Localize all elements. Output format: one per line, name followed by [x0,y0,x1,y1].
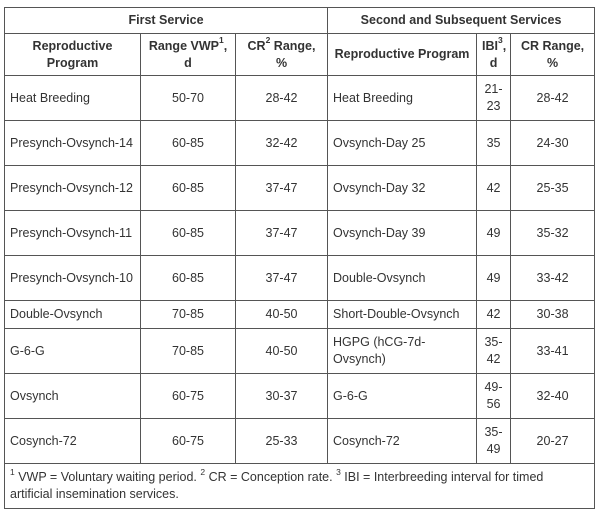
cell-ibi: 42 [476,165,512,211]
cell-program-first: Double-Ovsynch [4,300,141,329]
table-row: G-6-G 70-85 40-50 HGPG (hCG-7d-Ovsynch) … [4,328,596,374]
col-header-vwp: Range VWP1, d [140,33,236,76]
cell-vwp: 60-75 [140,418,236,464]
first-service-header: First Service [3,7,329,34]
table-row: Presynch-Ovsynch-10 60-85 37-47 Double-O… [4,255,596,301]
cell-program-second: Ovsynch-Day 25 [327,120,478,166]
cell-cr-second: 25-35 [510,165,596,211]
column-header-row: Reproductive Program Range VWP1, d CR2 R… [4,33,596,76]
cell-cr-first: 37-47 [234,165,329,211]
table-row: Ovsynch 60-75 30-37 G-6-G 49-56 32-40 [4,373,596,419]
reproductive-programs-table: First Service Second and Subsequent Serv… [3,7,596,509]
table-row: Cosynch-72 60-75 25-33 Cosynch-72 35-49 … [4,418,596,464]
cell-cr-second: 33-42 [510,255,596,301]
cell-cr-first: 40-50 [234,300,329,329]
cell-program-second: HGPG (hCG-7d-Ovsynch) [327,328,478,374]
cell-vwp: 60-75 [140,373,236,419]
cell-cr-second: 28-42 [510,75,596,121]
table-row: Presynch-Ovsynch-11 60-85 37-47 Ovsynch-… [4,210,596,256]
cell-program-second: Heat Breeding [327,75,478,121]
col-header-program-second: Reproductive Program [327,33,478,76]
table-row: Presynch-Ovsynch-12 60-85 37-47 Ovsynch-… [4,165,596,211]
cell-cr-first: 28-42 [234,75,329,121]
cell-program-second: Short-Double-Ovsynch [327,300,478,329]
second-service-header: Second and Subsequent Services [327,7,596,34]
cell-program-first: Presynch-Ovsynch-14 [4,120,141,166]
cell-ibi: 35 [476,120,512,166]
col-header-cr-first: CR2 Range, % [234,33,329,76]
cell-vwp: 60-85 [140,165,236,211]
table-row: Double-Ovsynch 70-85 40-50 Short-Double-… [4,300,596,329]
cell-cr-first: 32-42 [234,120,329,166]
table-body: Heat Breeding 50-70 28-42 Heat Breeding … [3,75,596,509]
cell-program-second: Ovsynch-Day 32 [327,165,478,211]
cell-vwp: 60-85 [140,210,236,256]
col-header-program-first: Reproductive Program [4,33,141,76]
cell-ibi: 42 [476,300,512,329]
table-row: Presynch-Ovsynch-14 60-85 32-42 Ovsynch-… [4,120,596,166]
cell-cr-second: 24-30 [510,120,596,166]
cell-ibi: 49 [476,210,512,256]
cell-cr-second: 35-32 [510,210,596,256]
cell-ibi: 35-42 [476,328,512,374]
cell-vwp: 50-70 [140,75,236,121]
cell-cr-first: 25-33 [234,418,329,464]
cell-program-second: G-6-G [327,373,478,419]
cell-program-first: G-6-G [4,328,141,374]
cell-vwp: 70-85 [140,328,236,374]
cell-program-first: Presynch-Ovsynch-11 [4,210,141,256]
group-header-row: First Service Second and Subsequent Serv… [3,7,596,34]
cell-vwp: 60-85 [140,120,236,166]
cell-program-first: Presynch-Ovsynch-12 [4,165,141,211]
cell-cr-second: 32-40 [510,373,596,419]
cell-program-first: Cosynch-72 [4,418,141,464]
cell-ibi: 49-56 [476,373,512,419]
cell-program-first: Ovsynch [4,373,141,419]
cell-cr-first: 37-47 [234,210,329,256]
footnote-row: 1 VWP = Voluntary waiting period. 2 CR =… [3,463,596,509]
cell-program-second: Double-Ovsynch [327,255,478,301]
cell-ibi: 49 [476,255,512,301]
cell-program-first: Heat Breeding [4,75,141,121]
table-row: Heat Breeding 50-70 28-42 Heat Breeding … [4,75,596,121]
cell-vwp: 70-85 [140,300,236,329]
cell-program-first: Presynch-Ovsynch-10 [4,255,141,301]
col-header-ibi: IBI3, d [476,33,512,76]
cell-cr-first: 30-37 [234,373,329,419]
col-header-cr-second: CR Range, % [510,33,596,76]
cell-program-second: Ovsynch-Day 39 [327,210,478,256]
cell-ibi: 35-49 [476,418,512,464]
cell-program-second: Cosynch-72 [327,418,478,464]
table-footnote: 1 VWP = Voluntary waiting period. 2 CR =… [3,463,596,509]
cell-cr-second: 33-41 [510,328,596,374]
cell-cr-second: 20-27 [510,418,596,464]
cell-cr-first: 40-50 [234,328,329,374]
cell-vwp: 60-85 [140,255,236,301]
cell-cr-first: 37-47 [234,255,329,301]
cell-cr-second: 30-38 [510,300,596,329]
table-container: First Service Second and Subsequent Serv… [3,7,596,509]
cell-ibi: 21-23 [476,75,512,121]
